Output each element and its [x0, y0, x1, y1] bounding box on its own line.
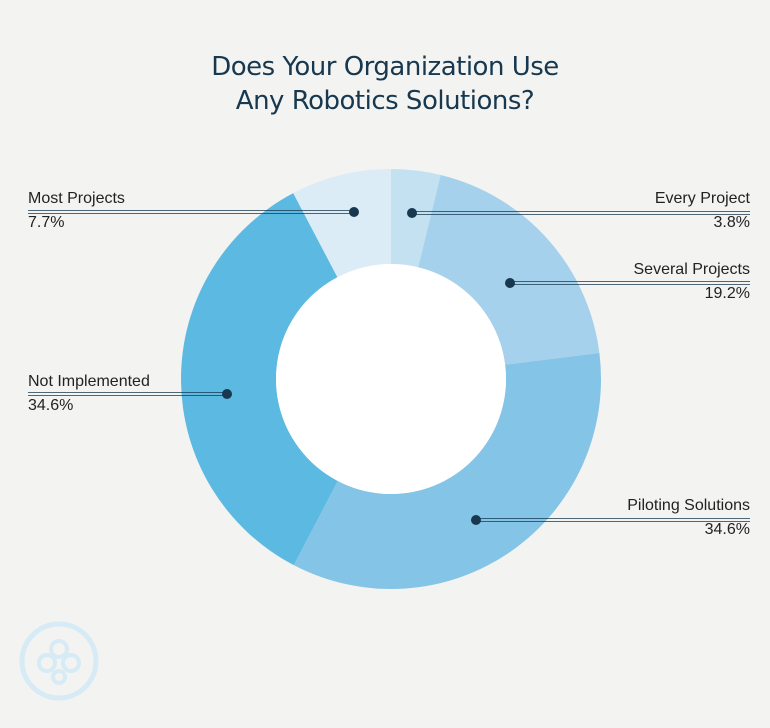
label-every-project-value: 3.8% [713, 214, 750, 231]
label-several-projects: Several Projects 19.2% [634, 259, 751, 305]
slice-most-projects [293, 169, 391, 278]
leader-dot-not-implemented [222, 389, 232, 399]
label-most-projects-value: 7.7% [28, 214, 65, 231]
label-piloting-solutions: Piloting Solutions 34.6% [627, 495, 750, 541]
leader-dot-piloting-solutions [471, 515, 481, 525]
label-not-implemented-value: 34.6% [28, 397, 74, 414]
label-most-projects-name: Most Projects [28, 190, 125, 207]
slice-several-projects [418, 174, 600, 365]
label-every-project: Every Project 3.8% [655, 188, 750, 234]
label-not-implemented: Not Implemented 34.6% [28, 371, 150, 417]
label-piloting-solutions-value: 34.6% [704, 521, 750, 538]
label-most-projects: Most Projects 7.7% [28, 188, 125, 234]
chart-title-line2: Any Robotics Solutions? [235, 86, 535, 116]
leader-dot-every-project [407, 208, 417, 218]
label-several-projects-name: Several Projects [633, 261, 751, 278]
slice-every-project [391, 169, 441, 268]
label-every-project-name: Every Project [654, 190, 750, 207]
label-not-implemented-name: Not Implemented [28, 373, 150, 390]
chart-title-line1: Does Your Organization Use [211, 52, 559, 82]
slice-piloting-solutions [293, 352, 601, 590]
leader-dot-most-projects [349, 207, 359, 217]
label-several-projects-value: 19.2% [704, 285, 750, 302]
label-piloting-solutions-name: Piloting Solutions [627, 497, 750, 514]
chart-title: Does Your Organization Use Any Robotics … [0, 50, 770, 118]
donut-hole [276, 264, 506, 494]
leader-dot-several-projects [505, 278, 515, 288]
slice-not-implemented [181, 193, 338, 566]
company-logo-icon [19, 621, 99, 701]
